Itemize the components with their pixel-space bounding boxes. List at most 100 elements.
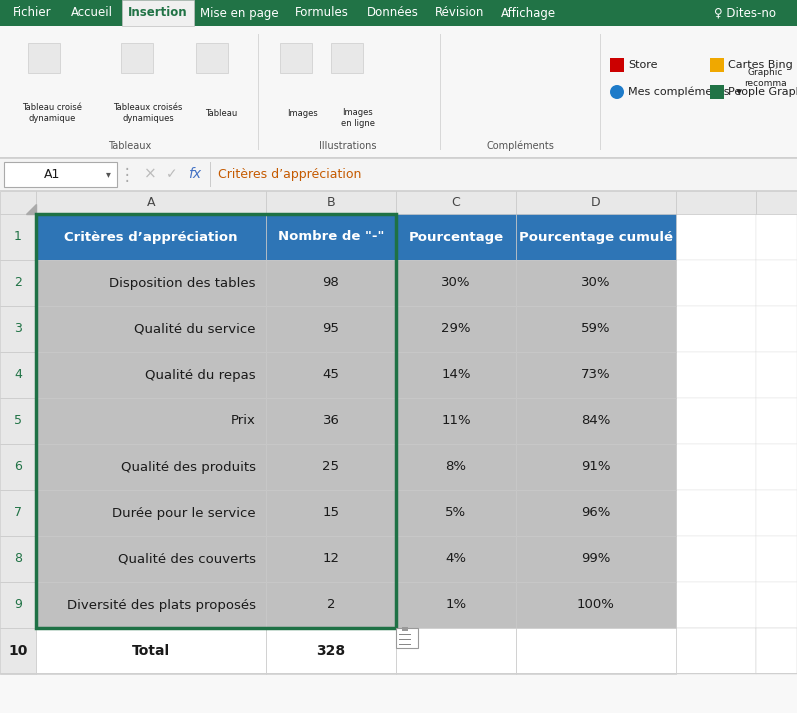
Polygon shape: [26, 204, 36, 214]
Text: 29%: 29%: [442, 322, 471, 336]
Bar: [280, 43, 312, 73]
Bar: [399, 633, 411, 635]
Bar: [0, 0, 797, 158]
Text: 95: 95: [323, 322, 340, 336]
Text: fx: fx: [188, 168, 202, 182]
Text: 6: 6: [14, 461, 22, 473]
Bar: [396, 628, 516, 674]
Bar: [122, 0, 194, 26]
Bar: [399, 644, 411, 645]
Bar: [756, 214, 797, 260]
Bar: [676, 398, 756, 444]
Bar: [266, 214, 396, 260]
Bar: [756, 628, 797, 674]
Text: Images: Images: [288, 108, 318, 118]
Text: 8: 8: [14, 553, 22, 565]
Bar: [0, 158, 797, 159]
Bar: [0, 536, 36, 582]
Bar: [121, 43, 153, 73]
Text: 5%: 5%: [446, 506, 466, 520]
Text: 5: 5: [14, 414, 22, 428]
Text: Images
en ligne: Images en ligne: [341, 108, 375, 128]
Bar: [0, 191, 797, 713]
Text: Illustrations: Illustrations: [320, 141, 377, 151]
Text: 12: 12: [323, 553, 340, 565]
Text: Tableaux: Tableaux: [108, 141, 151, 151]
Bar: [396, 352, 516, 398]
Text: 73%: 73%: [581, 369, 611, 381]
Bar: [0, 628, 36, 674]
Bar: [756, 191, 797, 214]
Text: 8%: 8%: [446, 461, 466, 473]
Bar: [396, 444, 516, 490]
Text: 2: 2: [14, 277, 22, 289]
Bar: [610, 58, 624, 72]
Bar: [396, 582, 516, 628]
Bar: [402, 627, 408, 631]
Text: Tableau croisé
dynamique: Tableau croisé dynamique: [22, 103, 82, 123]
Bar: [516, 260, 676, 306]
Text: 100%: 100%: [577, 598, 615, 612]
Text: Nombre de "-": Nombre de "-": [278, 230, 384, 244]
Bar: [516, 490, 676, 536]
Bar: [676, 191, 756, 214]
Bar: [0, 157, 797, 158]
Bar: [28, 43, 60, 73]
Bar: [266, 260, 396, 306]
Bar: [196, 43, 228, 73]
Text: ♀ Dites-no: ♀ Dites-no: [714, 6, 776, 19]
Text: 30%: 30%: [442, 277, 471, 289]
Bar: [36, 214, 266, 260]
Bar: [36, 306, 266, 352]
Text: Pourcentage cumulé: Pourcentage cumulé: [519, 230, 673, 244]
Bar: [396, 306, 516, 352]
Text: Durée pour le service: Durée pour le service: [112, 506, 256, 520]
Bar: [266, 352, 396, 398]
Bar: [676, 628, 756, 674]
Text: People Graph: People Graph: [728, 87, 797, 97]
Bar: [676, 490, 756, 536]
Text: B: B: [327, 196, 336, 209]
Bar: [516, 444, 676, 490]
Bar: [676, 536, 756, 582]
Bar: [516, 352, 676, 398]
Text: Qualité du service: Qualité du service: [135, 322, 256, 336]
Bar: [331, 43, 363, 73]
Text: Critères d’appréciation: Critères d’appréciation: [65, 230, 238, 244]
Text: Compléments: Compléments: [486, 140, 554, 151]
Text: C: C: [452, 196, 461, 209]
Bar: [756, 306, 797, 352]
Bar: [36, 214, 396, 628]
Bar: [399, 639, 411, 640]
Bar: [396, 260, 516, 306]
Text: Cartes Bing: Cartes Bing: [728, 60, 793, 70]
Text: Prix: Prix: [231, 414, 256, 428]
Bar: [396, 628, 418, 648]
Text: ✓: ✓: [167, 168, 178, 182]
Bar: [266, 444, 396, 490]
Text: Total: Total: [132, 644, 170, 658]
Bar: [0, 674, 797, 713]
Text: Formules: Formules: [295, 6, 349, 19]
Bar: [266, 628, 396, 674]
Text: 10: 10: [8, 644, 28, 658]
Bar: [36, 490, 266, 536]
Bar: [0, 398, 36, 444]
Bar: [396, 398, 516, 444]
Bar: [266, 490, 396, 536]
Text: 96%: 96%: [581, 506, 611, 520]
Circle shape: [610, 85, 624, 99]
Bar: [516, 582, 676, 628]
Text: Qualité du repas: Qualité du repas: [145, 369, 256, 381]
Text: 3: 3: [14, 322, 22, 336]
Bar: [676, 582, 756, 628]
Bar: [0, 26, 797, 158]
Bar: [710, 85, 724, 99]
Text: 45: 45: [323, 369, 340, 381]
Bar: [516, 398, 676, 444]
Bar: [756, 398, 797, 444]
Bar: [258, 34, 259, 150]
Bar: [36, 628, 266, 674]
Text: 36: 36: [323, 414, 340, 428]
Bar: [756, 536, 797, 582]
